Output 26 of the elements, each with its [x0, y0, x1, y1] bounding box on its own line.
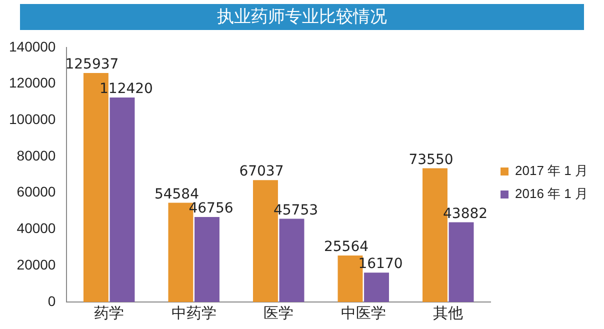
- y-tick-label: 140000: [9, 38, 56, 54]
- chart-title: 执业药师专业比较情况: [20, 4, 584, 30]
- y-tick-label: 80000: [16, 147, 56, 164]
- data-label: 125937: [65, 56, 119, 73]
- data-label: 54584: [154, 186, 200, 202]
- legend-label: 2016 年 1 月: [515, 186, 588, 202]
- x-tick-label: 药学: [94, 305, 124, 322]
- x-tick-label: 医学: [264, 305, 294, 322]
- data-label: 67037: [239, 164, 284, 180]
- y-tick-label: 100000: [9, 111, 56, 127]
- x-tick-label: 中药学: [171, 305, 216, 322]
- data-label: 73550: [408, 152, 454, 168]
- y-tick-label: 60000: [16, 184, 56, 200]
- y-tick-label: 20000: [16, 256, 56, 272]
- y-tick-label: 120000: [9, 74, 56, 91]
- bar: [279, 218, 304, 302]
- y-tick-label: 0: [48, 292, 56, 309]
- bar: [364, 272, 389, 302]
- legend-label: 2017 年 1 月: [515, 163, 588, 178]
- y-tick-label: 40000: [16, 220, 56, 236]
- bar: [194, 216, 220, 302]
- bar: [110, 98, 135, 302]
- bar: [448, 222, 474, 302]
- x-tick-label: 中医学: [340, 305, 386, 322]
- data-label: 25564: [324, 239, 369, 256]
- x-tick-label: 其他: [433, 305, 464, 322]
